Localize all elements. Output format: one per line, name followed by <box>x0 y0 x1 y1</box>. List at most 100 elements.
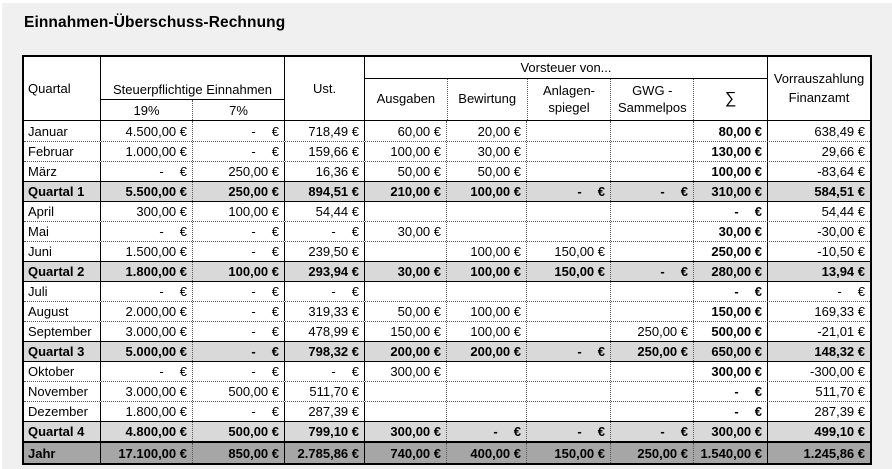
cell: 3.000,00 € <box>100 322 192 341</box>
cell: 300,00 € <box>364 422 446 441</box>
table-row-quartal-3: Quartal 3 5.000,00 € - €798,32 €200,00 €200… <box>24 341 870 361</box>
cell <box>526 142 610 161</box>
table-row-jahr: Jahr 17.100,00 €850,00 €2.785,86 €740,00 … <box>24 441 870 463</box>
cell: 499,10 € <box>767 422 870 441</box>
table-header: Quartal Steuerpflichtige Einnahmen 19% 7… <box>24 57 870 121</box>
cell: - € <box>693 382 767 401</box>
cell <box>446 362 526 381</box>
cell: 2.785,86 € <box>284 443 364 463</box>
cell: 100,00 € <box>446 302 526 321</box>
cell: 799,10 € <box>284 422 364 441</box>
cell: 13,94 € <box>767 262 870 281</box>
cell <box>364 402 446 421</box>
table-row-dezember: Dezember 1.800,00 € - €287,39 € - €287,39 € <box>24 401 870 421</box>
table-row-quartal-4: Quartal 4 4.800,00 €500,00 €799,10 €300,0… <box>24 421 870 441</box>
cell: 511,70 € <box>284 382 364 401</box>
cell: 100,00 € <box>446 182 526 201</box>
cell: - € <box>526 342 610 361</box>
cell: 50,00 € <box>446 162 526 181</box>
cell: 17.100,00 € <box>100 443 192 463</box>
cell: 300,00 € <box>100 202 192 221</box>
cell: - € <box>192 402 284 421</box>
cell <box>610 142 693 161</box>
row-label: Januar <box>28 123 68 139</box>
cell <box>610 282 693 301</box>
cell: 80,00 € <box>693 121 767 141</box>
sum-symbol: ∑ <box>724 90 737 108</box>
cell: 54,44 € <box>284 202 364 221</box>
cell: 300,00 € <box>693 362 767 381</box>
header-anlagenspiegel-line2: spiegel <box>548 99 590 115</box>
table-body: Januar 4.500,00 € - €718,49 €60,00 €20,00 €… <box>24 121 870 463</box>
cell: 280,00 € <box>693 262 767 281</box>
cell: - € <box>192 142 284 161</box>
cell <box>526 202 610 221</box>
cell: - € <box>192 282 284 301</box>
cell <box>610 222 693 241</box>
table-row-juli: Juli - € - € - € - € - € <box>24 281 870 301</box>
cell: 29,66 € <box>767 142 870 161</box>
cell: - € <box>693 282 767 301</box>
cell: - € <box>192 121 284 141</box>
cell: 250,00 € <box>192 182 284 201</box>
cell: 159,66 € <box>284 142 364 161</box>
row-label: Juli <box>28 284 48 299</box>
row-label: April <box>28 204 55 219</box>
table-row-quartal-2: Quartal 2 1.800,00 €100,00 €293,94 €30,00… <box>24 261 870 281</box>
cell: 638,49 € <box>767 121 870 141</box>
header-gwg-line1: GWG - <box>632 82 673 98</box>
cell <box>610 402 693 421</box>
cell <box>446 402 526 421</box>
row-label: Quartal 1 <box>28 184 85 199</box>
cell <box>526 121 610 141</box>
cell: 718,49 € <box>284 121 364 141</box>
cell: - € <box>610 422 693 441</box>
cell: 50,00 € <box>364 162 446 181</box>
table-row-juni: Juni 1.500,00 € - €239,50 € 100,00 €150,00 €… <box>24 241 870 261</box>
row-label: Quartal 2 <box>28 264 85 279</box>
cell: 100,00 € <box>446 242 526 261</box>
header-vorrauszahlung-line1: Vorrauszahlung <box>773 70 865 86</box>
cell <box>446 202 526 221</box>
cell <box>526 222 610 241</box>
header-ust: Ust. <box>284 57 364 120</box>
cell: 500,00 € <box>192 382 284 401</box>
cell: 4.800,00 € <box>100 422 192 441</box>
cell: 478,99 € <box>284 322 364 341</box>
header-vorsteuer-group: Vorsteuer von... Ausgaben Bewirtung Anla… <box>364 57 767 120</box>
cell <box>610 382 693 401</box>
cell: 894,51 € <box>284 182 364 201</box>
row-label: November <box>28 384 88 399</box>
cell: 250,00 € <box>693 242 767 261</box>
row-label: August <box>28 304 69 319</box>
cell: - € <box>284 362 364 381</box>
cell <box>526 282 610 301</box>
cell: 30,00 € <box>364 262 446 281</box>
cell: -83,64 € <box>767 162 870 181</box>
cell <box>364 282 446 301</box>
header-gwg-line2: Sammelpos <box>617 99 687 115</box>
cell: 100,00 € <box>693 162 767 181</box>
header-einnahmen-title: Steuerpflichtige Einnahmen <box>101 57 284 100</box>
header-vorrauszahlung-line2: Finanzamt <box>788 89 850 105</box>
header-sum: ∑ <box>693 79 767 120</box>
cell <box>526 162 610 181</box>
cell: 740,00 € <box>364 443 446 463</box>
cell: 30,00 € <box>364 222 446 241</box>
cell: - € <box>693 202 767 221</box>
row-label: März <box>28 164 57 179</box>
cell: - € <box>693 402 767 421</box>
cell: 1.540,00 € <box>693 443 767 463</box>
cell: - € <box>192 342 284 361</box>
header-anlagenspiegel-line1: Anlagen- <box>542 82 596 98</box>
cell <box>446 282 526 301</box>
cell: 287,39 € <box>767 402 870 421</box>
cell: 150,00 € <box>693 302 767 321</box>
cell: 4.500,00 € <box>100 121 192 141</box>
header-quartal: Quartal <box>28 81 71 96</box>
cell <box>610 121 693 141</box>
cell: 250,00 € <box>610 342 693 361</box>
row-label: Quartal 3 <box>28 344 85 359</box>
cell: -30,00 € <box>767 222 870 241</box>
